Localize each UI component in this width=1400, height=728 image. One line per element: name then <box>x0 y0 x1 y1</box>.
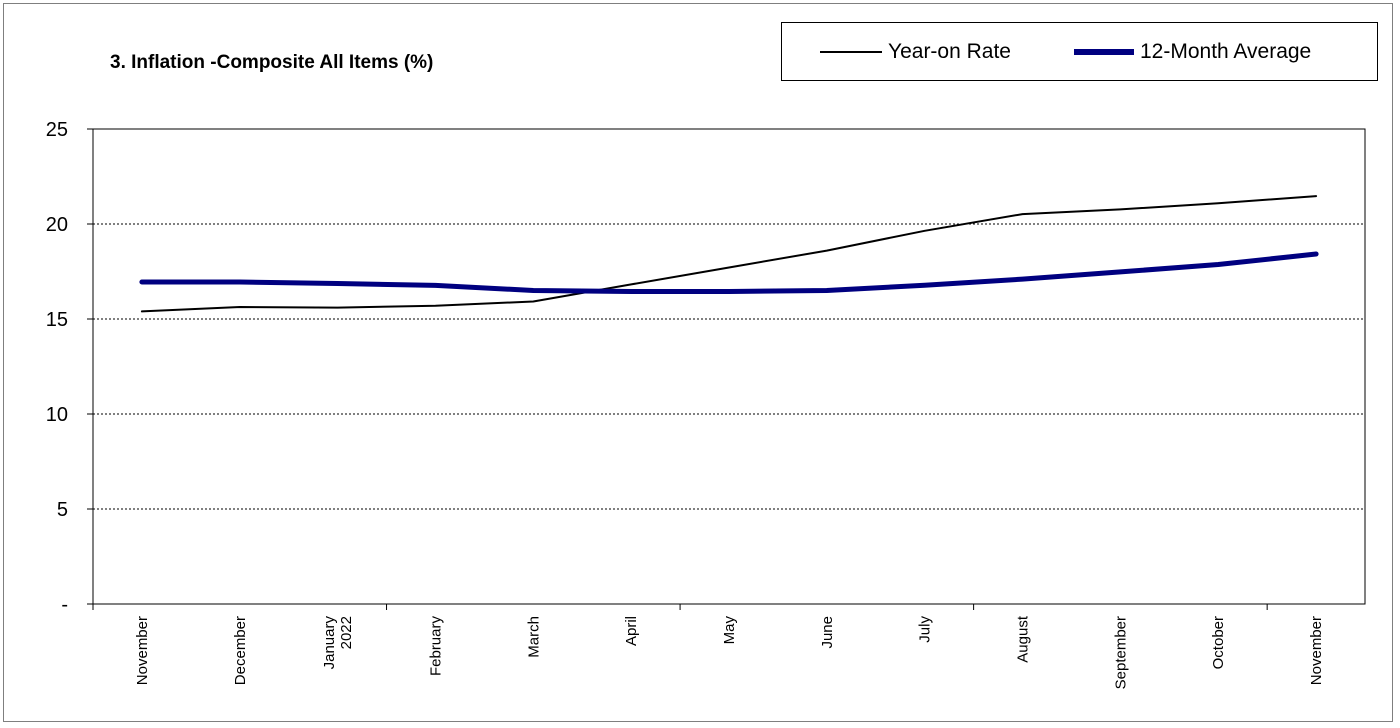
legend-label-12-month-average: 12-Month Average <box>1140 39 1312 63</box>
x-tick-label-9: August <box>1015 615 1032 663</box>
y-tick-label-20: 20 <box>46 214 68 236</box>
series-line-12-month-average <box>139 251 1319 294</box>
legend-swatch-year-on-rate <box>820 50 882 53</box>
chart-legend: Year-on Rate 12-Month Average <box>781 22 1378 81</box>
chart-title: 3. Inflation -Composite All Items (%) <box>110 52 434 73</box>
x-tick-label-7: June <box>819 616 836 649</box>
x-tick-label-3: February <box>427 616 444 677</box>
x-tick-label-10: September <box>1112 616 1129 689</box>
y-tick-label-0: - <box>61 594 68 616</box>
y-tick-label-10: 10 <box>46 404 68 426</box>
x-tick-label-1: December <box>232 616 249 685</box>
series-line-year-on-rate <box>140 195 1318 313</box>
x-tick-label-8: July <box>917 616 934 643</box>
plot-area <box>92 128 1366 605</box>
x-tick-label-0: November <box>134 616 151 685</box>
x-tick-label-6: May <box>721 616 738 645</box>
legend-item-year-on-rate: Year-on Rate <box>820 23 1011 80</box>
legend-item-12-month-average: 12-Month Average <box>1074 23 1311 80</box>
x-tick-label-12: November <box>1308 616 1325 685</box>
y-tick-label-15: 15 <box>46 309 68 331</box>
x-tick-label-4: March <box>525 616 542 658</box>
x-tick-label-11: October <box>1210 616 1227 669</box>
x-tick-label-5: April <box>623 616 640 646</box>
legend-swatch-12-month-average <box>1074 48 1134 55</box>
legend-label-year-on-rate: Year-on Rate <box>888 39 1011 63</box>
chart-frame <box>3 3 1393 722</box>
y-tick-label-5: 5 <box>57 499 68 521</box>
y-tick-label-25: 25 <box>46 119 68 141</box>
x-tick-label-2: January2022 <box>321 616 355 670</box>
